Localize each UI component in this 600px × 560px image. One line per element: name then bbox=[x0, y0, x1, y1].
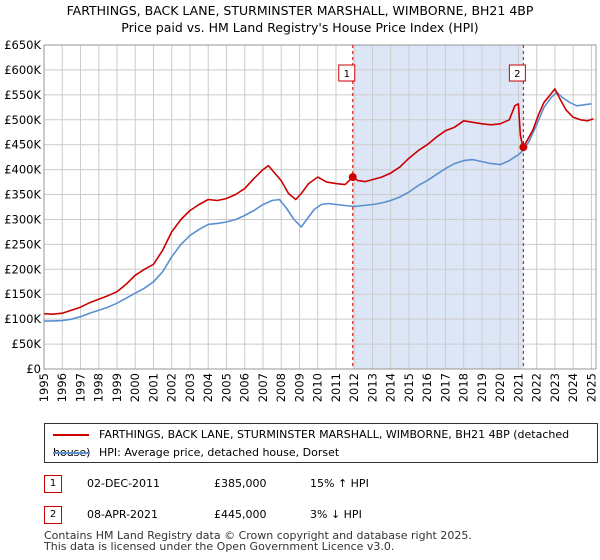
y-tick-label: £350K bbox=[4, 188, 41, 202]
sale-hpi-comparison: 3% ↓ HPI bbox=[310, 508, 362, 521]
x-tick-label: 2018 bbox=[457, 373, 471, 402]
x-tick-label: 2020 bbox=[493, 373, 507, 402]
footer: Contains HM Land Registry data © Crown c… bbox=[44, 530, 472, 552]
y-tick-label: £200K bbox=[4, 262, 41, 276]
x-tick-label: 2007 bbox=[256, 373, 270, 402]
chart-title-block: FARTHINGS, BACK LANE, STURMINSTER MARSHA… bbox=[0, 2, 600, 36]
y-tick-label: £150K bbox=[4, 287, 41, 301]
x-tick-label: 2011 bbox=[329, 373, 343, 402]
legend-label-hpi: HPI: Average price, detached house, Dors… bbox=[99, 446, 340, 459]
legend-swatch-hpi bbox=[53, 452, 89, 454]
axis-layer: £0 £50K £100K £150K £200K £250K £300K £350K £400… bbox=[4, 38, 598, 402]
footer-line-1: Contains HM Land Registry data © Crown c… bbox=[44, 529, 472, 542]
x-tick-label: 2005 bbox=[219, 373, 233, 402]
footer-line-2: This data is licensed under the Open Gov… bbox=[44, 540, 395, 553]
legend-item-hpi: HPI: Average price, detached house, Dors… bbox=[53, 444, 339, 462]
sale-label-box bbox=[508, 64, 526, 82]
legend-swatch-property bbox=[53, 434, 89, 436]
sale-price: £385,000 bbox=[214, 477, 267, 490]
y-tick-label: £0 bbox=[26, 362, 41, 376]
x-tick-label: 2009 bbox=[292, 373, 306, 402]
x-tick-label: 2000 bbox=[128, 373, 142, 402]
x-tick-label: 2021 bbox=[511, 373, 525, 402]
y-tick-label: £450K bbox=[4, 138, 41, 152]
legend-item-property: FARTHINGS, BACK LANE, STURMINSTER MARSHA… bbox=[53, 426, 597, 459]
sale-hpi-comparison: 15% ↑ HPI bbox=[310, 477, 369, 490]
x-tick-label: 1998 bbox=[92, 373, 106, 402]
sale-point bbox=[519, 143, 528, 152]
price-chart: £0 £50K £100K £150K £200K £250K £300K £350K £400… bbox=[4, 38, 598, 402]
x-tick-label: 1997 bbox=[73, 373, 87, 402]
x-tick-label: 2019 bbox=[475, 373, 489, 402]
shade-layer bbox=[352, 45, 524, 369]
y-tick-label: £650K bbox=[4, 38, 41, 52]
x-tick-label: 2004 bbox=[201, 373, 215, 402]
sale-label-box bbox=[338, 64, 356, 82]
sale-number: 1 bbox=[44, 475, 62, 493]
x-tick-label: 2014 bbox=[384, 373, 398, 402]
sale-date: 02-DEC-2011 bbox=[87, 477, 161, 490]
sale-point bbox=[348, 173, 357, 182]
x-tick-label: 1996 bbox=[55, 373, 69, 402]
chart-subtitle: Price paid vs. HM Land Registry's House … bbox=[121, 20, 479, 35]
x-tick-label: 2003 bbox=[183, 373, 197, 402]
x-tick-label: 2001 bbox=[146, 373, 160, 402]
y-tick-label: £600K bbox=[4, 63, 41, 77]
y-tick-label: £50K bbox=[12, 337, 42, 351]
x-tick-label: 2017 bbox=[438, 373, 452, 402]
hpi-line bbox=[43, 91, 592, 322]
y-tick-label: £300K bbox=[4, 212, 41, 226]
sale-number: 2 bbox=[44, 506, 62, 524]
y-tick-label: £500K bbox=[4, 113, 41, 127]
x-tick-label: 2012 bbox=[347, 373, 361, 402]
x-tick-label: 2013 bbox=[365, 373, 379, 402]
x-tick-label: 2002 bbox=[165, 373, 179, 402]
x-tick-label: 2015 bbox=[402, 373, 416, 402]
x-tick-label: 1995 bbox=[37, 373, 51, 402]
shaded-period bbox=[352, 45, 524, 369]
sale-date: 08-APR-2021 bbox=[87, 508, 159, 521]
x-tick-label: 2022 bbox=[530, 373, 544, 402]
sale-label-number: 2 bbox=[514, 69, 520, 80]
legend: FARTHINGS, BACK LANE, STURMINSTER MARSHA… bbox=[44, 423, 598, 463]
grid-layer bbox=[43, 44, 596, 370]
x-tick-label: 2006 bbox=[238, 373, 252, 402]
y-tick-label: £400K bbox=[4, 163, 41, 177]
x-tick-label: 2025 bbox=[584, 373, 598, 402]
x-tick-label: 2024 bbox=[566, 373, 580, 402]
x-tick-label: 2010 bbox=[311, 373, 325, 402]
plot-border bbox=[43, 44, 597, 370]
x-tick-label: 2023 bbox=[548, 373, 562, 402]
sale-label-number: 1 bbox=[344, 69, 350, 80]
y-tick-label: £550K bbox=[4, 88, 41, 102]
chart-title: FARTHINGS, BACK LANE, STURMINSTER MARSHA… bbox=[66, 3, 534, 18]
x-tick-label: 2008 bbox=[274, 373, 288, 402]
y-tick-label: £100K bbox=[4, 312, 41, 326]
y-tick-label: £250K bbox=[4, 237, 41, 251]
x-tick-label: 1999 bbox=[110, 373, 124, 402]
sale-price: £445,000 bbox=[214, 508, 267, 521]
x-tick-label: 2016 bbox=[420, 373, 434, 402]
